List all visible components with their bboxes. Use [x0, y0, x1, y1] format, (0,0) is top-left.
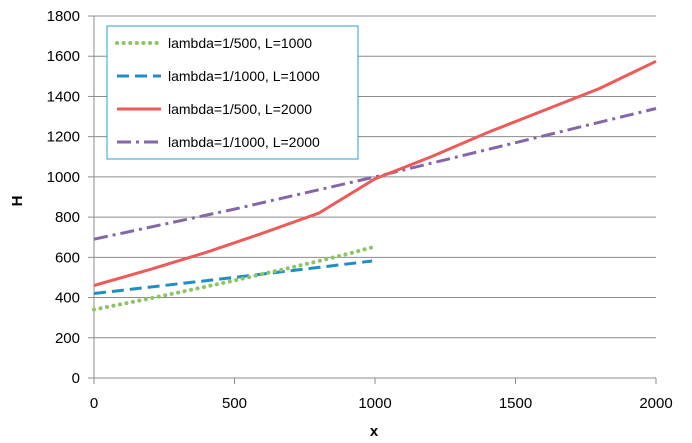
- y-tick-label: 1000: [47, 169, 80, 186]
- series-lines: [92, 59, 657, 312]
- series-line-2: [93, 259, 373, 295]
- axes: [88, 15, 657, 384]
- y-tick-label: 1800: [47, 8, 80, 25]
- x-tick-label: 0: [90, 395, 98, 412]
- legend-label-3: lambda=1/500, L=2000: [168, 101, 312, 117]
- x-tick-label: 1000: [358, 395, 391, 412]
- y-tick-label: 1400: [47, 88, 80, 105]
- series-line-4: [93, 107, 657, 241]
- y-tick-label: 1600: [47, 48, 80, 65]
- y-tick-label: 600: [55, 249, 80, 266]
- y-tick-label: 800: [55, 209, 80, 226]
- y-tick-label: 200: [55, 330, 80, 347]
- y-tick-label: 0: [72, 370, 80, 387]
- legend-label-1: lambda=1/500, L=1000: [168, 35, 312, 51]
- series-line-3: [93, 59, 657, 287]
- legend-label-4: lambda=1/1000, L=2000: [168, 134, 320, 150]
- legend-label-2: lambda=1/1000, L=1000: [168, 68, 320, 84]
- y-tick-label: 400: [55, 290, 80, 307]
- x-tick-label: 500: [222, 395, 247, 412]
- y-axis-title: H: [9, 196, 26, 207]
- x-axis-title: x: [370, 423, 379, 440]
- legend-box: [106, 25, 359, 160]
- series-line-1: [92, 245, 375, 312]
- x-tick-label: 2000: [639, 395, 672, 412]
- y-tick-label: 1200: [47, 129, 80, 146]
- legend: lambda=1/500, L=1000 lambda=1/1000, L=100…: [106, 25, 359, 160]
- axis-labels: 0 200 400 600 800 1000 1200 1400 1600 1800 0 500 100…: [9, 8, 673, 440]
- x-tick-label: 1500: [499, 395, 532, 412]
